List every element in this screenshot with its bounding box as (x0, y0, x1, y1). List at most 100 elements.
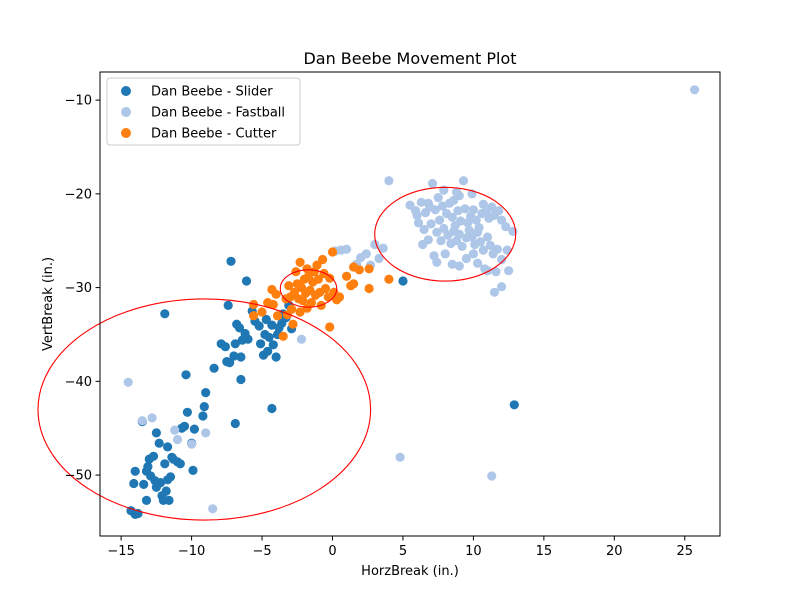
y-axis-label: VertBreak (in.) (41, 257, 56, 351)
data-point-fastball (433, 193, 443, 203)
data-point-fastball (439, 223, 449, 234)
data-point-fastball (137, 416, 147, 426)
data-point-fastball (487, 471, 497, 481)
data-point-fastball (461, 253, 471, 264)
data-point-fastball (449, 195, 459, 205)
data-point-slider (143, 462, 153, 472)
data-point-slider (129, 478, 139, 489)
data-point-cutter (268, 299, 278, 310)
data-point-cutter (302, 264, 312, 274)
x-tick-label: 10 (465, 544, 482, 559)
data-point-cutter (313, 274, 323, 284)
series-cutter (249, 247, 394, 341)
data-point-cutter (325, 322, 335, 332)
data-point-fastball (423, 198, 433, 208)
y-tick-label: −50 (65, 469, 92, 484)
x-tick-label: −5 (252, 544, 271, 559)
data-point-slider (236, 374, 246, 385)
data-point-slider (201, 388, 211, 398)
data-point-fastball (489, 287, 500, 297)
data-point-cutter (272, 311, 283, 321)
data-point-fastball (416, 197, 426, 207)
data-point-cutter (312, 260, 322, 270)
data-point-slider (156, 478, 166, 488)
data-point-fastball (427, 178, 438, 189)
data-point-slider (226, 256, 236, 266)
data-point-fastball (460, 204, 470, 214)
data-point-fastball (405, 200, 415, 210)
legend-box (106, 77, 301, 146)
series-fastball (123, 85, 700, 514)
data-point-fastball (478, 245, 488, 255)
data-point-fastball (491, 267, 501, 277)
data-point-fastball (485, 240, 495, 250)
data-point-fastball (454, 229, 464, 239)
x-tick-label: −10 (178, 544, 205, 559)
data-point-slider (198, 411, 208, 421)
data-point-slider (148, 451, 159, 461)
data-point-cutter (287, 304, 297, 314)
plot-area (123, 85, 700, 519)
data-point-slider (139, 479, 149, 489)
data-point-fastball (504, 266, 514, 276)
data-point-slider (243, 334, 253, 344)
series-slider (126, 256, 519, 519)
data-point-fastball (454, 261, 464, 271)
data-point-fastball (447, 259, 457, 269)
data-point-fastball (502, 245, 512, 255)
data-point-slider (268, 340, 278, 350)
data-point-fastball (473, 258, 483, 268)
data-point-cutter (306, 298, 316, 308)
data-point-slider (509, 400, 519, 410)
y-tick-label: −30 (65, 281, 92, 296)
data-point-slider (267, 320, 277, 330)
data-point-fastball (413, 218, 424, 228)
x-tick-label: 15 (536, 544, 553, 559)
data-point-slider (151, 428, 161, 438)
data-point-fastball (432, 257, 442, 267)
data-point-fastball (492, 244, 502, 254)
data-point-fastball (501, 222, 511, 232)
data-point-slider (188, 465, 198, 475)
legend-marker-cutter (121, 128, 131, 138)
data-point-fastball (478, 199, 488, 209)
data-point-cutter (289, 287, 300, 297)
data-point-fastball (494, 206, 504, 216)
data-point-fastball (453, 206, 463, 216)
data-point-fastball (430, 205, 440, 215)
data-point-fastball (497, 254, 507, 265)
data-point-cutter (318, 254, 328, 265)
data-point-fastball (457, 241, 467, 251)
data-point-slider (163, 442, 173, 452)
chart-title: Dan Beebe Movement Plot (303, 49, 516, 68)
data-point-slider (264, 332, 274, 342)
data-point-fastball (468, 249, 478, 259)
data-point-fastball (384, 176, 394, 186)
data-point-slider (181, 370, 191, 380)
data-point-slider (199, 402, 209, 412)
highlight-ellipse-1 (37, 298, 372, 521)
data-point-fastball (187, 439, 197, 449)
data-point-slider (161, 486, 171, 496)
data-point-slider (271, 352, 281, 362)
x-tick-label: 5 (399, 544, 407, 559)
data-point-slider (160, 459, 170, 469)
data-point-fastball (432, 227, 442, 237)
data-point-fastball (690, 85, 700, 95)
data-point-fastball (440, 249, 450, 259)
data-point-cutter (298, 296, 308, 306)
data-point-fastball (487, 202, 497, 212)
data-point-slider (141, 495, 152, 505)
data-point-fastball (378, 243, 388, 253)
data-point-slider (179, 421, 190, 431)
legend-label-fastball: Dan Beebe - Fastball (151, 106, 285, 121)
data-point-cutter (364, 264, 374, 274)
data-point-slider (154, 438, 164, 448)
data-point-fastball (473, 227, 483, 237)
data-point-slider (164, 495, 174, 505)
data-point-slider (165, 472, 176, 482)
data-point-cutter (284, 281, 294, 291)
data-point-slider (229, 351, 239, 361)
x-tick-label: 0 (328, 544, 336, 559)
